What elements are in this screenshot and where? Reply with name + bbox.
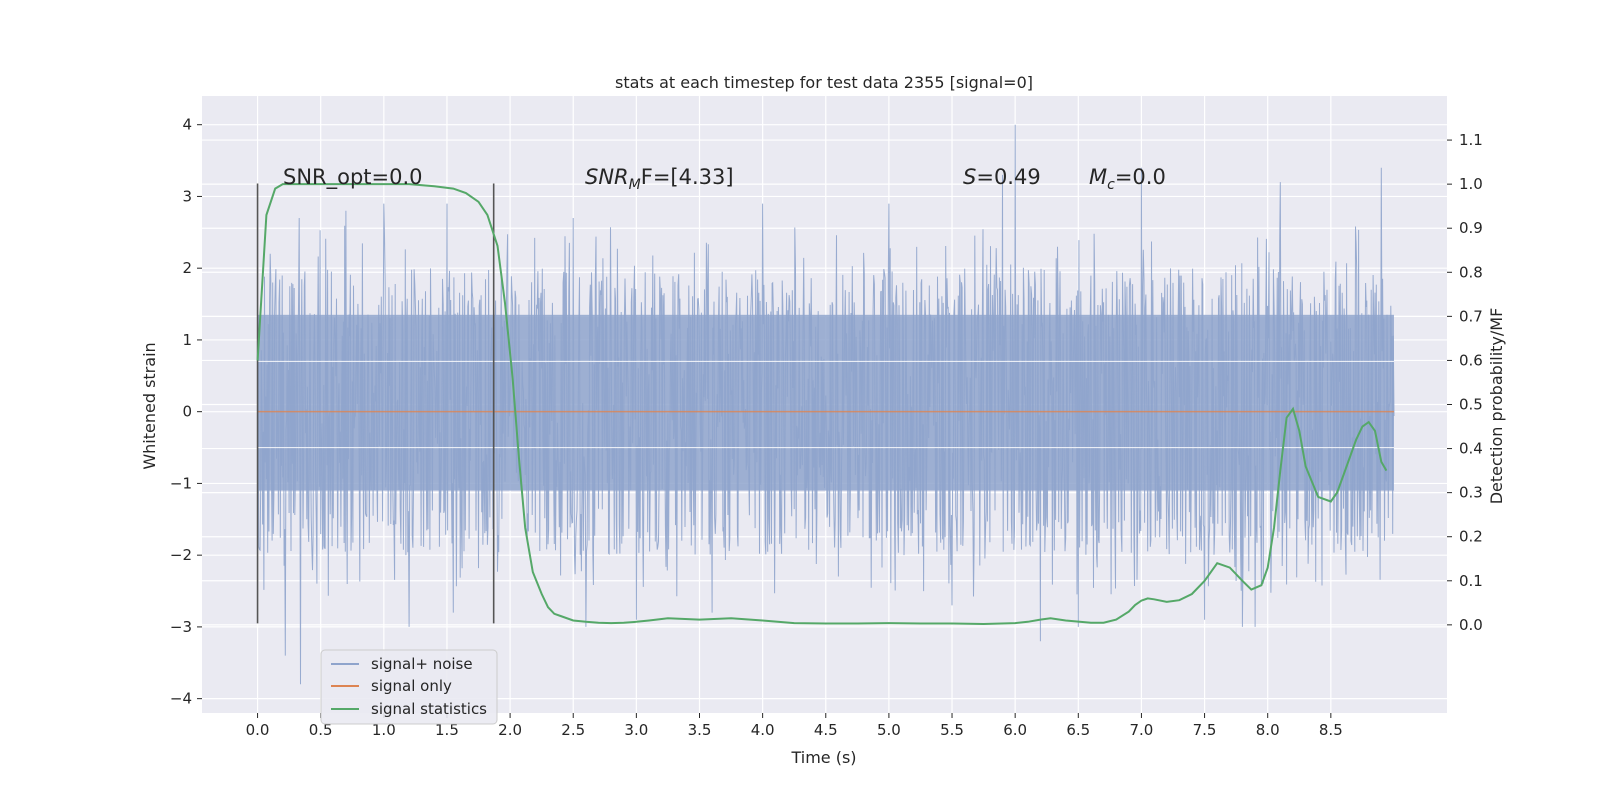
legend-label-signal-statistics: signal statistics xyxy=(371,700,487,718)
annotation-mc-sub: c xyxy=(1107,177,1115,193)
y-left-tick-label: 3 xyxy=(182,187,192,205)
annotation-s-rest: =0.49 xyxy=(976,165,1040,189)
annotation-mc: Mc=0.0 xyxy=(1089,165,1166,193)
signal-statistics-series xyxy=(256,183,1388,626)
noise-trace xyxy=(257,124,1395,685)
y-right-axis-label: Detection probability/MF xyxy=(1487,308,1506,505)
legend-label-signal-only: signal only xyxy=(371,677,452,695)
x-tick-label: 8.5 xyxy=(1319,721,1343,739)
y-left-tick-label: −1 xyxy=(170,474,192,492)
x-tick-label: 0.0 xyxy=(246,721,270,739)
annotation-snr-mf-sub: M xyxy=(629,177,641,193)
x-tick-label: 4.5 xyxy=(814,721,838,739)
y-right-tick-label: 0.4 xyxy=(1459,440,1483,458)
x-tick-label: 0.5 xyxy=(309,721,333,739)
y-right-tick-label: 0.3 xyxy=(1459,484,1483,502)
y-right-tick-label: 0.5 xyxy=(1459,396,1483,414)
x-tick-label: 3.5 xyxy=(688,721,712,739)
annotation-snr-mf-base: SNR xyxy=(585,165,629,189)
annotation-snr-mf: SNRMF=[4.33] xyxy=(585,165,734,193)
y-left-ticks: 4 3 2 1 0 −1 −2 −3 −4 xyxy=(170,116,202,708)
annotation-mc-rest: =0.0 xyxy=(1115,165,1166,189)
y-right-tick-label: 1.1 xyxy=(1459,131,1483,149)
annotation-s: S=0.49 xyxy=(963,165,1041,189)
y-right-ticks: 1.1 1.0 0.9 0.8 0.7 0.6 0.5 0.4 0.3 0.2 0.1 0.0 xyxy=(1447,131,1483,634)
annotation-snr-opt: SNR_opt=0.0 xyxy=(283,165,423,190)
y-left-tick-label: 4 xyxy=(182,116,192,134)
x-tick-label: 5.5 xyxy=(940,721,964,739)
y-left-axis-label: Whitened strain xyxy=(140,342,159,469)
x-tick-label: 4.0 xyxy=(751,721,775,739)
y-right-tick-label: 0.8 xyxy=(1459,263,1483,281)
y-left-tick-label: −3 xyxy=(170,618,192,636)
y-right-tick-label: 0.0 xyxy=(1459,616,1483,634)
y-right-tick-label: 0.1 xyxy=(1459,572,1483,590)
x-tick-label: 5.0 xyxy=(877,721,901,739)
x-tick-label: 1.5 xyxy=(435,721,459,739)
x-tick-label: 2.5 xyxy=(561,721,585,739)
x-ticks: 0.0 0.5 1.0 1.5 2.0 2.5 3.0 3.5 4.0 4.5 5.0 5.5 6.0 6… xyxy=(246,713,1343,739)
legend: signal+ noise signal only signal statist… xyxy=(320,649,498,725)
chart-title: stats at each timestep for test data 235… xyxy=(615,73,1033,92)
x-axis-label: Time (s) xyxy=(790,748,856,767)
signal-statistics-line xyxy=(256,183,1388,626)
annotation-mc-var: M xyxy=(1089,165,1107,189)
x-tick-label: 7.0 xyxy=(1130,721,1154,739)
legend-label-signal-noise: signal+ noise xyxy=(371,655,473,673)
y-left-tick-label: 1 xyxy=(182,331,192,349)
x-tick-label: 6.5 xyxy=(1066,721,1090,739)
y-left-tick-label: 0 xyxy=(182,403,192,421)
x-tick-label: 7.5 xyxy=(1193,721,1217,739)
x-tick-label: 1.0 xyxy=(372,721,396,739)
y-left-tick-label: −2 xyxy=(170,546,192,564)
legend-box xyxy=(320,649,498,725)
y-right-tick-label: 0.7 xyxy=(1459,307,1483,325)
y-right-tick-label: 0.9 xyxy=(1459,219,1483,237)
y-right-tick-label: 0.6 xyxy=(1459,351,1483,369)
y-right-tick-label: 0.2 xyxy=(1459,528,1483,546)
y-left-tick-label: 2 xyxy=(182,259,192,277)
y-left-tick-label: −4 xyxy=(170,690,192,708)
x-tick-label: 2.0 xyxy=(498,721,522,739)
annotation-s-var: S xyxy=(963,165,976,189)
y-right-tick-label: 1.0 xyxy=(1459,175,1483,193)
x-tick-label: 3.0 xyxy=(624,721,648,739)
x-tick-label: 8.0 xyxy=(1256,721,1280,739)
vertical-markers xyxy=(256,183,495,624)
x-tick-label: 6.0 xyxy=(1003,721,1027,739)
signal-noise-series xyxy=(257,124,1395,685)
annotation-snr-mf-rest: F=[4.33] xyxy=(641,165,734,189)
